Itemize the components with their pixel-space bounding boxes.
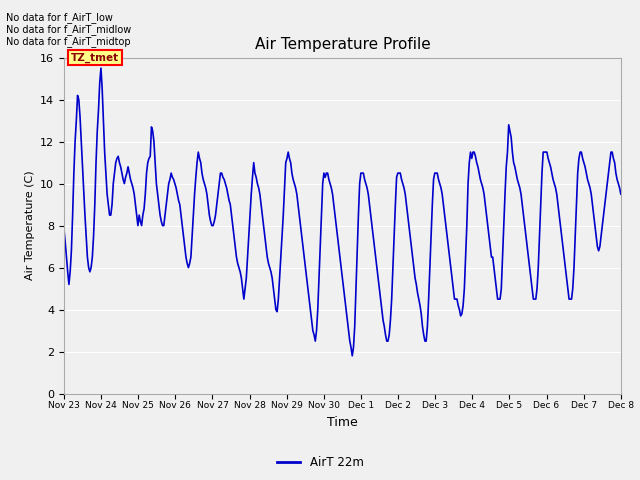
Text: No data for f_AirT_midtop: No data for f_AirT_midtop	[6, 36, 131, 47]
X-axis label: Time: Time	[327, 416, 358, 429]
Text: No data for f_AirT_midlow: No data for f_AirT_midlow	[6, 24, 132, 35]
Text: TZ_tmet: TZ_tmet	[71, 52, 119, 63]
Title: Air Temperature Profile: Air Temperature Profile	[255, 37, 430, 52]
Text: No data for f_AirT_low: No data for f_AirT_low	[6, 12, 113, 23]
Legend: AirT 22m: AirT 22m	[272, 452, 368, 474]
Y-axis label: Air Temperature (C): Air Temperature (C)	[24, 171, 35, 280]
